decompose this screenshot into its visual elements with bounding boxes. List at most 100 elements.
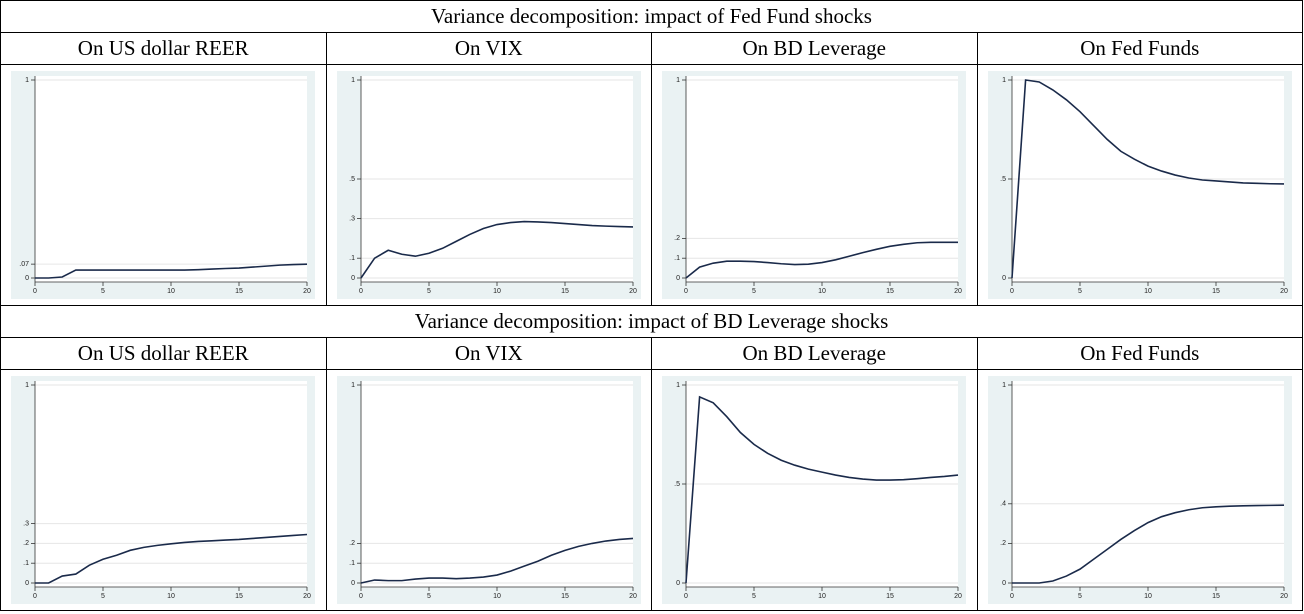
- x-tick-label: 0: [684, 593, 688, 600]
- y-tick-label: .2: [674, 235, 680, 242]
- y-tick-label: 0: [1002, 275, 1006, 282]
- x-tick-label: 15: [235, 288, 243, 295]
- y-tick-label: .1: [349, 560, 355, 567]
- panel: 0.5 1 0 5 10 15 20: [651, 369, 978, 611]
- x-tick-label: 20: [629, 288, 637, 295]
- panel-header: On BD Leverage: [651, 337, 978, 370]
- plot-area: [35, 381, 307, 587]
- y-tick-label: 1: [25, 77, 29, 84]
- x-tick-label: 5: [101, 593, 105, 600]
- x-tick-label: 0: [684, 288, 688, 295]
- y-tick-label: .5: [349, 176, 355, 183]
- plot-area: [1011, 381, 1284, 587]
- x-tick-label: 10: [1144, 288, 1152, 295]
- x-tick-label: 10: [818, 288, 826, 295]
- x-tick-label: 15: [886, 288, 894, 295]
- y-tick-label: 0: [676, 580, 680, 587]
- x-tick-label: 0: [1010, 593, 1014, 600]
- y-tick-label: 0: [1002, 580, 1006, 587]
- series-line: [685, 241, 958, 279]
- x-tick-label: 20: [303, 288, 311, 295]
- x-tick-label: 5: [427, 288, 431, 295]
- series-line: [1011, 504, 1284, 584]
- y-tick-label: 0: [351, 580, 355, 587]
- chart: 0.2.410 5 10 15 20: [987, 376, 1292, 604]
- panel-header: On Fed Funds: [976, 337, 1303, 370]
- chart: 0.1.3.510 5 10 15 20: [336, 71, 641, 299]
- x-tick-label: 15: [1212, 593, 1220, 600]
- x-tick-label: 20: [303, 593, 311, 600]
- y-tick-label: .1: [349, 255, 355, 262]
- x-tick-label: 20: [1280, 593, 1288, 600]
- y-tick-label: .3: [23, 520, 29, 527]
- panel-header: On BD Leverage: [651, 32, 978, 65]
- x-tick-label: 10: [493, 593, 501, 600]
- plot-area: [686, 76, 958, 282]
- x-tick-label: 20: [1280, 288, 1288, 295]
- x-tick-label: 15: [235, 593, 243, 600]
- panel: 0.1.2 1 0 5 10 15 20: [325, 369, 652, 611]
- panel-header: On VIX: [325, 337, 652, 370]
- x-tick-label: 15: [886, 593, 894, 600]
- x-tick-label: 10: [167, 288, 175, 295]
- section-title: Variance decomposition: impact of BD Lev…: [0, 305, 1303, 338]
- y-tick-label: .1: [674, 255, 680, 262]
- series-line: [35, 533, 308, 584]
- x-tick-label: 15: [561, 593, 569, 600]
- y-tick-label: 1: [676, 77, 680, 84]
- panel: 0.1.3.5 1 0 5 10 15 20: [325, 64, 652, 306]
- panel: 0.1.2 1 0 5 10 15 20: [651, 64, 978, 306]
- y-tick-label: 1: [1002, 382, 1006, 389]
- y-tick-label: .1: [23, 560, 29, 567]
- y-tick-label: 1: [351, 77, 355, 84]
- x-tick-label: 10: [167, 593, 175, 600]
- panel: 0.1.2.3 1 0 5 10 15 20: [0, 369, 327, 611]
- y-tick-label: 1: [351, 382, 355, 389]
- y-tick-label: 1: [676, 382, 680, 389]
- chart: 0.1.2.310 5 10 15 20: [11, 376, 315, 604]
- x-tick-label: 5: [752, 593, 756, 600]
- plot-area: [360, 381, 633, 587]
- y-tick-label: .5: [674, 481, 680, 488]
- x-tick-label: 5: [752, 288, 756, 295]
- y-tick-label: 0: [25, 275, 29, 282]
- chart: 0.1.210 5 10 15 20: [662, 71, 966, 299]
- series-line: [359, 220, 633, 279]
- y-tick-label: 1: [25, 382, 29, 389]
- x-tick-label: 10: [1144, 593, 1152, 600]
- series-line: [360, 537, 633, 584]
- x-tick-label: 5: [1078, 593, 1082, 600]
- panel: 0.2.4 1 0 5 10 15 20: [976, 369, 1303, 611]
- y-tick-label: .2: [1000, 540, 1006, 547]
- x-tick-label: 0: [359, 288, 363, 295]
- y-tick-label: .2: [23, 540, 29, 547]
- panel-header: On Fed Funds: [976, 32, 1303, 65]
- chart: 0.510 5 10 15 20: [987, 71, 1292, 299]
- x-tick-label: 0: [1010, 288, 1014, 295]
- panel: 0.07 1 0 5 10 15 20: [0, 64, 327, 306]
- x-tick-label: 5: [427, 593, 431, 600]
- chart: 0.1.210 5 10 15 20: [336, 376, 641, 604]
- y-tick-label: .2: [349, 540, 355, 547]
- series-line: [35, 263, 308, 279]
- y-tick-label: 0: [25, 580, 29, 587]
- x-tick-label: 0: [359, 593, 363, 600]
- x-tick-label: 0: [33, 593, 37, 600]
- series-line: [1010, 79, 1284, 279]
- plot-area: [35, 76, 307, 282]
- section-title: Variance decomposition: impact of Fed Fu…: [0, 0, 1303, 33]
- x-tick-label: 20: [629, 593, 637, 600]
- y-tick-label: .5: [1000, 176, 1006, 183]
- y-tick-label: 0: [676, 275, 680, 282]
- chart: 0.510 5 10 15 20: [662, 376, 966, 604]
- x-tick-label: 10: [493, 288, 501, 295]
- x-tick-label: 15: [561, 288, 569, 295]
- x-tick-label: 5: [101, 288, 105, 295]
- panel-header: On US dollar REER: [0, 32, 327, 65]
- x-tick-label: 5: [1078, 288, 1082, 295]
- y-tick-label: .07: [19, 261, 29, 268]
- panel-header: On US dollar REER: [0, 337, 327, 370]
